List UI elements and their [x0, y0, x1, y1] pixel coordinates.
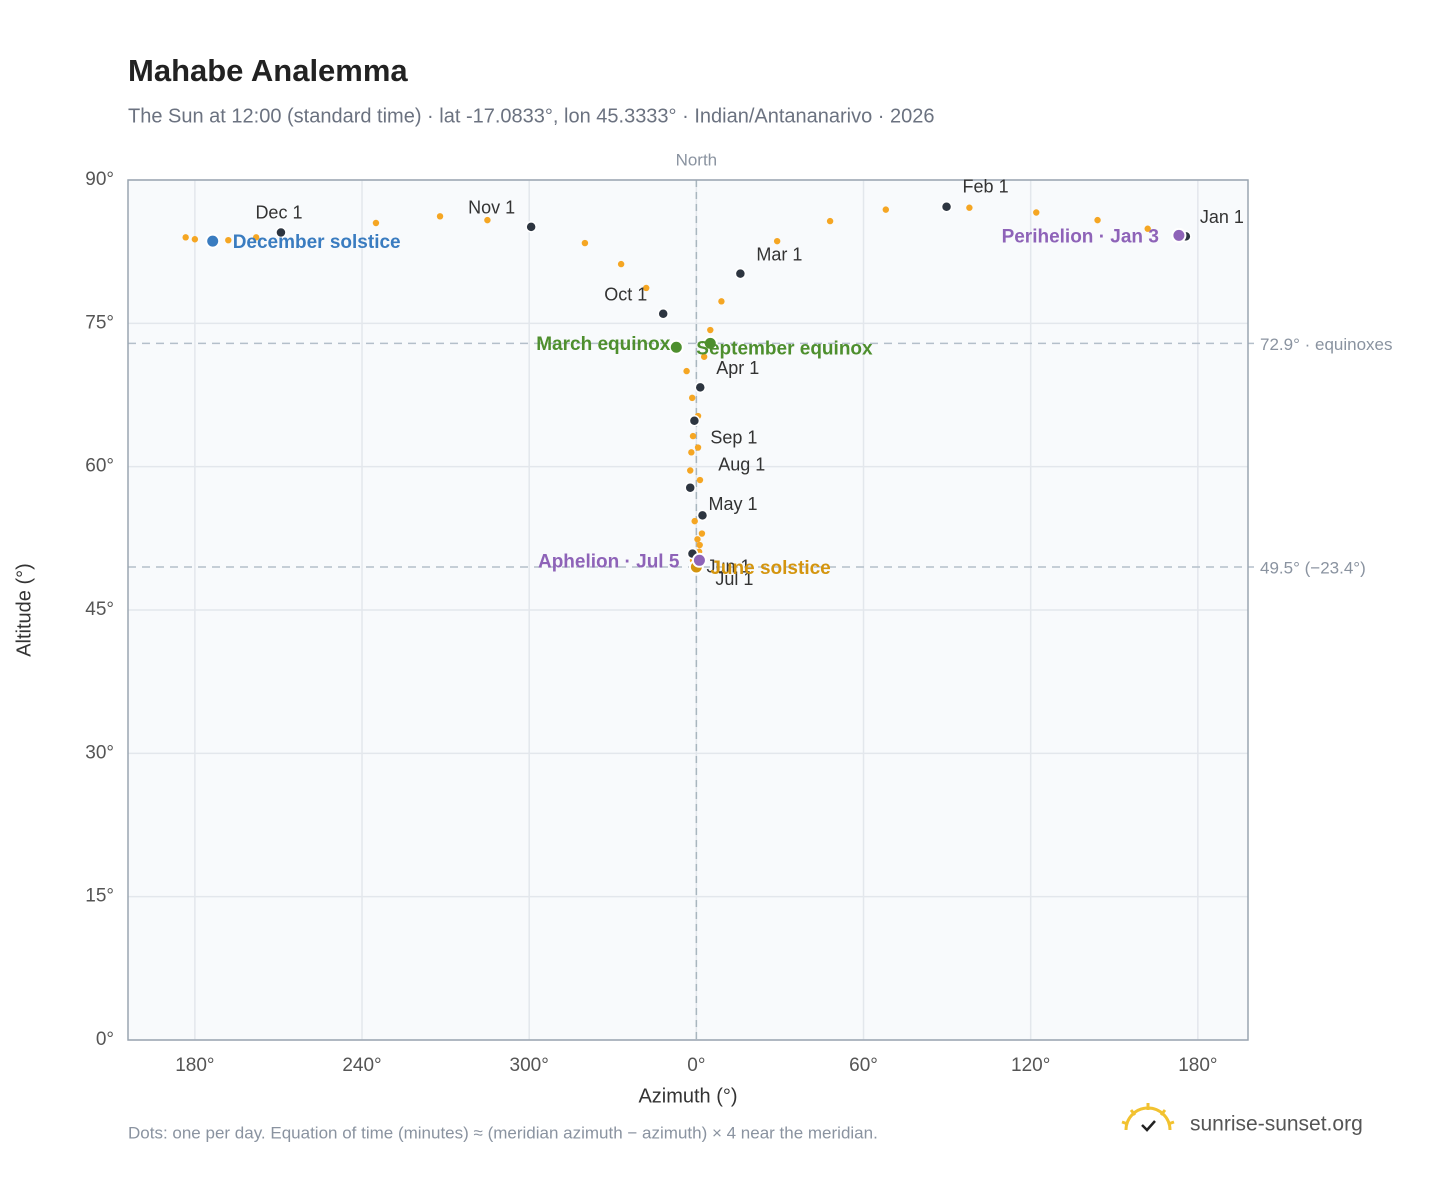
chart-title: Mahabe Analemma [128, 53, 408, 88]
day-dot [683, 367, 690, 375]
month-dot [940, 201, 953, 213]
event-dot [205, 233, 221, 249]
day-dot [689, 432, 697, 440]
x-tick-label: 120° [1011, 1055, 1050, 1076]
month-dot [275, 226, 287, 239]
event-label: Aphelion · Jul 5 [538, 551, 680, 572]
reference-label: 49.5° (−23.4°) [1260, 558, 1366, 577]
event-label: March equinox [536, 334, 671, 355]
day-dot [643, 284, 650, 292]
x-tick-label: 180° [175, 1055, 214, 1076]
y-tick-label: 75° [85, 312, 114, 333]
day-dot [707, 326, 714, 334]
month-label: Mar 1 [756, 244, 802, 264]
day-dot [191, 236, 199, 243]
month-label: Apr 1 [716, 358, 759, 378]
reference-label: 72.9° · equinoxes [1260, 335, 1393, 354]
brand-logo [1121, 1103, 1175, 1132]
month-label: Jun 1 [706, 556, 750, 576]
day-dot [696, 476, 704, 484]
month-dot [525, 221, 537, 233]
day-dot [773, 237, 781, 245]
x-tick-label: 240° [342, 1055, 381, 1076]
day-dot [1033, 209, 1040, 216]
day-dot [372, 219, 380, 227]
day-dot [718, 298, 725, 305]
meridian-label: North [676, 150, 718, 169]
chart-subtitle: The Sun at 12:00 (standard time) · lat -… [128, 105, 935, 127]
y-tick-label: 0° [96, 1029, 114, 1050]
event-dot [1171, 227, 1187, 243]
month-label: Nov 1 [468, 198, 515, 218]
x-axis-label: Azimuth (°) [638, 1085, 737, 1107]
y-axis-label: Altitude (°) [13, 563, 35, 657]
month-dot [694, 381, 707, 394]
event-dot [691, 552, 707, 568]
month-label: Jan 1 [1200, 207, 1244, 227]
day-dot [966, 204, 973, 211]
month-label: Oct 1 [604, 285, 647, 305]
month-label: Dec 1 [255, 202, 302, 222]
y-tick-label: 15° [85, 886, 114, 907]
month-dot [696, 509, 709, 522]
day-dot [688, 449, 695, 456]
month-dot [657, 308, 669, 320]
y-tick-label: 45° [85, 599, 114, 620]
event-label: December solstice [233, 232, 401, 253]
day-dot [617, 260, 625, 268]
day-dot [182, 234, 189, 241]
x-tick-label: 0° [687, 1055, 705, 1076]
day-dot [882, 206, 890, 213]
month-label: Jul 1 [715, 569, 753, 589]
day-dot [696, 541, 703, 549]
day-dot [694, 536, 701, 543]
month-label: May 1 [708, 494, 757, 514]
day-dot [698, 530, 706, 537]
y-tick-label: 30° [85, 742, 114, 763]
day-dot [694, 444, 702, 451]
event-dot [668, 339, 684, 355]
day-dot [225, 237, 232, 244]
month-label: Feb 1 [963, 177, 1009, 197]
x-tick-label: 300° [510, 1055, 549, 1076]
month-dot [688, 415, 701, 427]
footnote: Dots: one per day. Equation of time (min… [128, 1123, 878, 1142]
month-label: Sep 1 [710, 428, 757, 448]
day-dot [484, 216, 491, 224]
month-label: Aug 1 [718, 454, 765, 474]
day-dot [688, 394, 696, 402]
day-dot [436, 213, 444, 220]
event-dot [702, 335, 718, 351]
day-dot [1144, 225, 1151, 232]
day-dot [1094, 216, 1101, 224]
day-dot [581, 239, 589, 247]
day-dot [700, 353, 708, 360]
month-dot [684, 481, 696, 494]
day-dot [252, 234, 260, 241]
plot-frame [127, 179, 1249, 1041]
day-dot [687, 467, 694, 474]
day-dot [826, 217, 834, 225]
y-tick-label: 60° [85, 456, 114, 477]
event-label: September equinox [696, 338, 873, 359]
event-label: Perihelion · Jan 3 [1002, 226, 1159, 247]
month-dot [734, 267, 747, 280]
day-dot [691, 517, 698, 525]
x-tick-label: 60° [849, 1055, 878, 1076]
y-tick-label: 90° [85, 169, 114, 190]
x-tick-label: 180° [1178, 1055, 1217, 1076]
event-label: June solstice [710, 558, 830, 579]
brand: sunrise-sunset.org [1190, 1113, 1363, 1136]
